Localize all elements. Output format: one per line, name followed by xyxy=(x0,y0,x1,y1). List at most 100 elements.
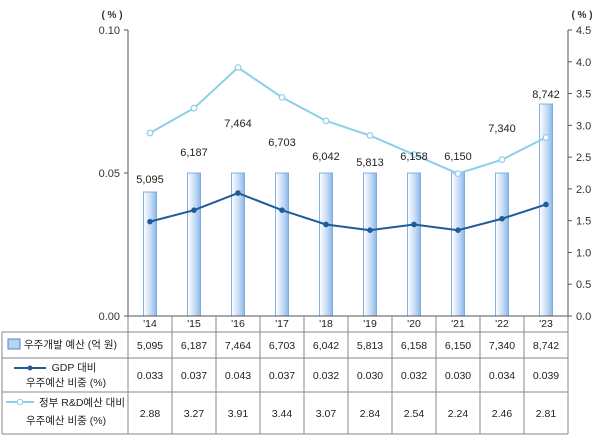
table-cell-gdp: 0.032 xyxy=(313,370,339,382)
rd-share-point xyxy=(278,93,286,101)
table-cell-gdp: 0.032 xyxy=(401,370,427,382)
legend-bar-name: 우주개발 예산 (억 원) xyxy=(24,338,117,351)
left-tick-label: 0.00 xyxy=(99,311,120,323)
right-tick-label: 3.0 xyxy=(576,120,591,132)
right-tick-label: 4.5 xyxy=(576,25,591,37)
category-label: '14 xyxy=(143,318,157,330)
gdp-share-point xyxy=(367,227,373,234)
right-tick-label: 2.5 xyxy=(576,152,591,164)
bar-data-label: 8,742 xyxy=(532,89,560,101)
table-cell-gdp: 0.043 xyxy=(225,370,251,382)
bar-data-label: 5,813 xyxy=(356,157,384,169)
category-label: '17 xyxy=(275,318,289,330)
bar-data-label: 6,187 xyxy=(180,147,208,159)
category-label: '20 xyxy=(407,318,421,330)
right-tick-label: 1.0 xyxy=(576,247,591,259)
table-cell-rd: 3.44 xyxy=(272,408,293,420)
gdp-share-point xyxy=(455,227,461,234)
gdp-share-point xyxy=(235,190,241,196)
table-cell-rd: 2.88 xyxy=(140,408,161,420)
right-tick-label: 0.0 xyxy=(576,311,591,323)
right-tick-label: 4.0 xyxy=(576,57,591,69)
left-tick-label: 0.05 xyxy=(99,168,120,180)
bar-data-label: 6,703 xyxy=(268,137,296,149)
category-label: '15 xyxy=(187,318,201,330)
rd-share-point xyxy=(410,151,418,158)
table-cell-gdp: 0.037 xyxy=(269,370,295,382)
table-cell-gdp: 0.030 xyxy=(445,370,471,382)
gdp-share-point xyxy=(147,218,153,225)
bar-data-label: 6,150 xyxy=(444,151,472,163)
bar-data-label: 7,340 xyxy=(488,123,516,135)
table-cell-rd: 2.24 xyxy=(448,408,469,420)
legend-gdp-marker xyxy=(27,365,33,371)
right-tick-label: 2.0 xyxy=(576,184,591,196)
category-label: '18 xyxy=(319,318,333,330)
table-cell-budget: 6,042 xyxy=(313,340,339,352)
bar xyxy=(319,172,333,317)
gdp-share-point xyxy=(191,207,197,213)
category-label: '23 xyxy=(539,318,553,330)
bar xyxy=(143,191,157,317)
table-cell-budget: 5,813 xyxy=(357,340,383,352)
gdp-share-point xyxy=(323,221,329,228)
category-label: '16 xyxy=(231,318,245,330)
bar-data-label: 5,095 xyxy=(136,174,164,186)
rd-share-point xyxy=(146,129,154,137)
left-tick-label: 0.10 xyxy=(99,25,120,37)
table-cell-budget: 7,340 xyxy=(489,340,515,352)
table-cell-rd: 3.07 xyxy=(316,408,337,420)
legend-gdp-name: GDP 대비 xyxy=(52,362,97,374)
rd-share-point xyxy=(454,170,462,178)
left-axis-unit: ( % ) xyxy=(101,10,122,21)
right-tick-label: 3.5 xyxy=(576,89,591,101)
table-cell-budget: 6,158 xyxy=(401,340,427,352)
gdp-share-point xyxy=(411,221,417,228)
rd-share-point xyxy=(190,104,198,112)
table-cell-budget: 6,187 xyxy=(181,340,207,352)
gdp-share-line xyxy=(149,191,547,232)
rd-share-point xyxy=(498,156,506,164)
right-tick-label: 1.5 xyxy=(576,216,591,228)
table-cell-budget: 7,464 xyxy=(225,340,251,352)
rd-share-point xyxy=(322,117,330,125)
table-cell-budget: 5,095 xyxy=(137,340,163,352)
rd-share-line xyxy=(149,66,547,175)
table-cell-rd: 3.27 xyxy=(184,408,205,420)
table-cell-budget: 6,150 xyxy=(445,340,471,352)
table-cell-budget: 8,742 xyxy=(533,340,559,352)
bar-data-label: 6,042 xyxy=(312,151,340,163)
legend-bar-swatch xyxy=(7,338,21,350)
table-cell-gdp: 0.037 xyxy=(181,370,207,382)
legend-rd-name: 정부 R&D예산 대비 xyxy=(39,396,125,409)
table-cell-gdp: 0.039 xyxy=(533,370,559,382)
bar xyxy=(407,172,421,317)
legend-rd-name: 우주예산 비중 (%) xyxy=(26,414,106,427)
gdp-share-point xyxy=(499,215,505,222)
right-tick-label: 0.5 xyxy=(576,279,591,291)
table-cell-rd: 3.91 xyxy=(228,408,249,420)
legend-gdp-name: 우주예산 비중 (%) xyxy=(26,376,106,389)
category-label: '22 xyxy=(495,318,509,330)
gdp-share-point xyxy=(279,207,285,213)
bar xyxy=(275,172,289,317)
bar-data-label: 7,464 xyxy=(224,118,252,130)
bar xyxy=(495,172,509,317)
table-cell-gdp: 0.030 xyxy=(357,370,383,382)
gdp-share-point xyxy=(543,201,549,208)
bar xyxy=(363,172,377,317)
table-cell-rd: 2.81 xyxy=(536,408,557,420)
bar xyxy=(187,172,201,317)
rd-share-point xyxy=(234,64,242,71)
table-cell-rd: 2.84 xyxy=(360,408,381,420)
table-cell-budget: 6,703 xyxy=(269,340,295,352)
rd-share-point xyxy=(542,134,550,141)
bar xyxy=(451,172,465,317)
category-label: '21 xyxy=(451,318,465,330)
category-label: '19 xyxy=(363,318,377,330)
table-cell-gdp: 0.034 xyxy=(489,370,515,382)
table-cell-gdp: 0.033 xyxy=(137,370,163,382)
rd-share-point xyxy=(366,132,374,139)
